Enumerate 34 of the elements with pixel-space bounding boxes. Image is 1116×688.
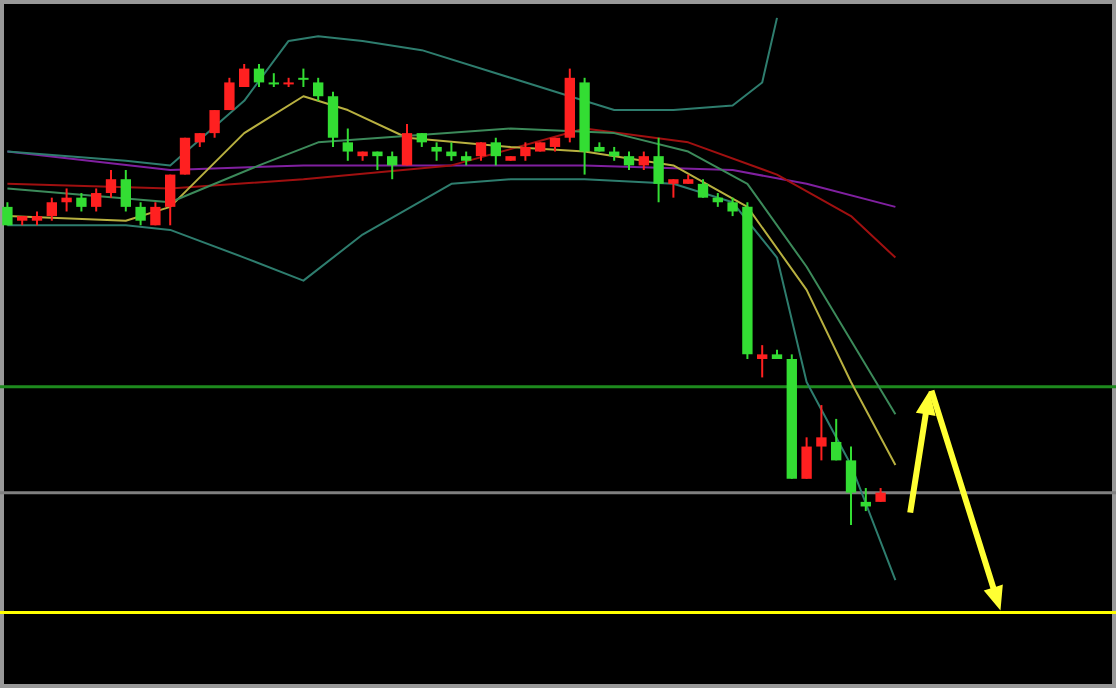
candlestick — [801, 436, 812, 480]
candlestick — [831, 417, 842, 462]
candlestick — [120, 169, 131, 213]
candlestick — [653, 136, 664, 204]
candlestick — [520, 141, 531, 162]
candlestick — [757, 344, 768, 379]
candlestick — [76, 192, 87, 213]
candlestick — [475, 141, 487, 162]
candlestick — [668, 178, 679, 199]
candlestick — [342, 127, 353, 162]
candlestick — [623, 150, 635, 171]
candlestick — [91, 187, 102, 213]
candlestick — [105, 169, 117, 199]
candlestick — [327, 90, 339, 148]
candlestick — [446, 141, 457, 162]
candlestick — [209, 109, 220, 139]
candlestick — [638, 150, 649, 171]
candlestick — [490, 136, 501, 167]
candlestick — [845, 445, 857, 526]
candlestick — [46, 196, 57, 222]
candlestick — [179, 136, 191, 176]
candlestick — [165, 173, 176, 227]
candlestick — [401, 122, 413, 167]
candlestick — [313, 76, 324, 102]
candlestick — [61, 187, 72, 213]
candlestick — [387, 150, 398, 181]
candlestick — [431, 141, 442, 162]
candlestick — [253, 62, 265, 89]
candlestick — [816, 404, 827, 462]
candlestick — [298, 67, 309, 89]
candlestick — [224, 76, 235, 112]
candlestick — [135, 201, 146, 227]
candlestick — [697, 178, 709, 199]
candlestick — [727, 196, 738, 218]
